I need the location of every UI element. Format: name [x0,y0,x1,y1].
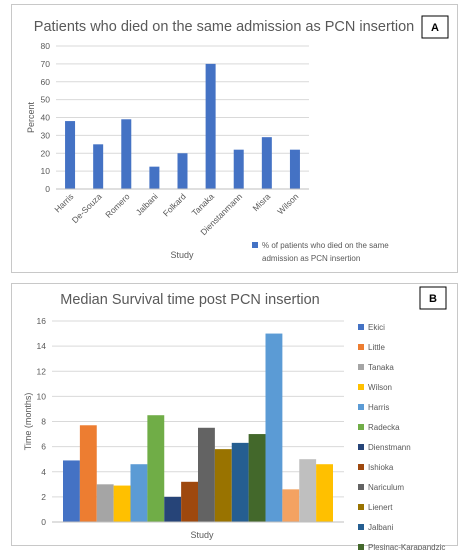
y-tick-label: 12 [37,366,47,376]
x-tick-label: Romero [103,191,132,220]
bar [198,427,215,522]
y-tick-label: 4 [41,467,46,477]
chart-panel-b: Median Survival time post PCN insertion B… [11,283,458,550]
bar [289,149,300,189]
bar [248,434,266,522]
legend-label: Ishioka [368,463,394,472]
legend-label: Little [368,343,385,352]
bar [205,63,216,189]
bar [231,442,249,522]
bar [113,485,131,522]
legend-swatch [358,344,364,350]
legend-swatch [358,544,364,550]
y-tick-label: 20 [41,148,51,158]
bar [181,481,198,522]
bar [149,166,160,189]
y-tick-label: 80 [41,41,51,51]
x-tick-label: Harris [52,191,75,214]
legend-label: admission as PCN insertion [262,254,360,263]
x-tick-label: De-Souza [70,191,104,225]
bar [164,496,182,522]
legend-label: Jalbani [368,523,394,532]
bar [65,121,76,189]
legend-label: Ekici [368,323,385,332]
legend-label: Radecka [368,423,400,432]
bar [233,149,244,189]
x-tick-label: Wilson [275,191,300,216]
bar [130,464,148,522]
legend-swatch [358,524,364,530]
bar [177,153,188,189]
bar [63,460,80,522]
legend-swatch [252,242,258,248]
y-tick-label: 40 [41,113,51,123]
legend-swatch [358,464,364,470]
y-tick-label: 8 [41,417,46,427]
panel-badge: B [429,293,437,305]
panel-badge: A [431,22,439,34]
legend-swatch [358,424,364,430]
y-tick-label: 0 [45,184,50,194]
bar [79,425,97,522]
legend-swatch [358,384,364,390]
bar [282,489,300,522]
legend-swatch [358,404,364,410]
y-tick-label: 2 [41,492,46,502]
bar [147,415,165,522]
legend-label: Plesinac-Karapandzic [368,543,445,550]
legend-label: Dienstmann [368,443,411,452]
bar [96,484,114,522]
legend-label: Wilson [368,383,392,392]
y-tick-label: 14 [37,341,47,351]
y-tick-label: 50 [41,95,51,105]
y-tick-label: 10 [41,166,51,176]
x-axis-label: Study [170,250,194,260]
chart-b-svg: Median Survival time post PCN insertion B… [23,286,447,550]
chart-title: Median Survival time post PCN insertion [60,292,320,308]
legend-label: Harris [368,403,389,412]
legend-swatch [358,324,364,330]
bar [261,137,272,189]
x-tick-label: Jalbani [134,191,160,217]
bar [265,333,283,522]
legend-swatch [358,444,364,450]
chart-a-svg: Patients who died on the same admission … [26,15,449,263]
x-tick-label: Misra [250,191,272,213]
chart-panel-a: Patients who died on the same admission … [11,4,458,273]
bar [121,119,132,189]
bar [214,449,232,522]
legend-label: Nariculum [368,483,404,492]
y-tick-label: 0 [41,517,46,527]
bar [299,459,317,522]
legend-swatch [358,504,364,510]
legend-label: Tanaka [368,363,394,372]
y-tick-label: 10 [37,391,47,401]
legend-swatch [358,484,364,490]
legend-label: % of patients who died on the same [262,241,389,250]
y-tick-label: 6 [41,442,46,452]
x-tick-label: Folkard [161,191,188,218]
y-tick-label: 70 [41,59,51,69]
y-axis-label: Percent [26,101,36,133]
y-tick-label: 60 [41,77,51,87]
panel-badge-box [419,286,447,310]
y-tick-label: 30 [41,130,51,140]
x-tick-label: Tanaka [190,191,217,218]
bar [316,464,333,522]
y-axis-label: Time (months) [23,393,33,451]
x-axis-label: Study [190,530,214,540]
bar [93,144,104,189]
y-tick-label: 16 [37,316,47,326]
chart-title: Patients who died on the same admission … [34,19,414,35]
panel-badge-box [421,15,449,39]
legend-swatch [358,364,364,370]
legend-label: Lienert [368,503,393,512]
